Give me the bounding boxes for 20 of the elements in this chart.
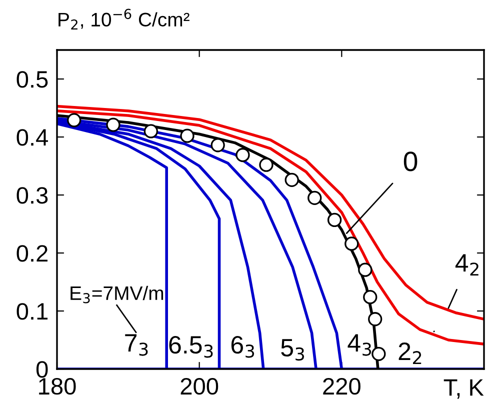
annotation: 7$_{3}$ (125, 334, 148, 356)
annotation: 4$_{2}$ (455, 254, 478, 276)
x-tick-label: 200 (180, 378, 218, 395)
y-tick-label: 0 (36, 361, 48, 378)
annotation: 2$_{2}$ (398, 342, 422, 364)
y-tick-label: 0.2 (16, 245, 48, 262)
y-tick-label: 0.3 (16, 187, 48, 204)
x-tick-label: 220 (323, 378, 360, 395)
annotation: 6.5$_{3}$ (169, 336, 213, 358)
y-tick-label: 0.5 (16, 71, 48, 88)
annotation: 5$_{3}$ (281, 339, 304, 361)
y-tick-label: 0.4 (16, 129, 48, 146)
x-axis-title: T, K (444, 379, 484, 399)
annotation: 4$_{3}$ (348, 334, 372, 356)
y-tick-label: 0.1 (16, 303, 48, 320)
annotation: 0 (404, 152, 418, 172)
y-axis-title: P$_{2}$, 10$^{−6}$ C/cm² (58, 8, 190, 30)
x-tick-label: 180 (39, 378, 76, 395)
annotation: 6$_{3}$ (231, 336, 254, 358)
annotation: E$_{3}$=7MV/m (70, 286, 164, 304)
